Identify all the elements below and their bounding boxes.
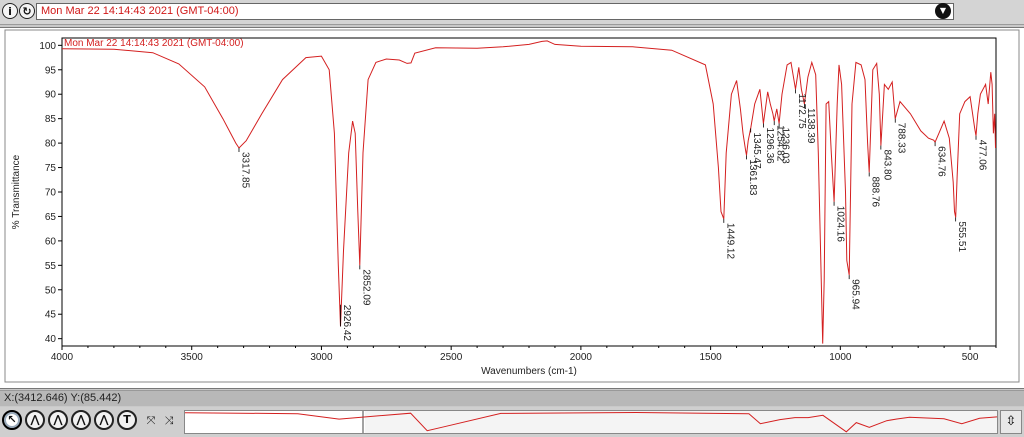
spectrum-header-bar: i ↻ Mon Mar 22 14:14:43 2021 (GMT-04:00)… (0, 0, 1024, 25)
fit-icon[interactable]: ⤨ (164, 414, 174, 427)
peak-label[interactable]: 1254.82 (775, 125, 786, 162)
peak-label[interactable]: 1172.75 (796, 93, 807, 129)
overview-trace (185, 411, 997, 433)
y-tick-label: 85 (45, 114, 57, 125)
y-tick-label: 40 (45, 334, 57, 345)
spectrum-select[interactable]: Mon Mar 22 14:14:43 2021 (GMT-04:00) (36, 3, 954, 20)
y-axis-label: % Transmittance (11, 154, 22, 229)
label-tool[interactable]: ⋀ (71, 410, 91, 430)
y-tick-label: 55 (45, 261, 57, 272)
peak-label[interactable]: 3317.85 (239, 152, 250, 189)
region-tool[interactable]: ⋀ (25, 410, 45, 430)
x-axis-label: Wavenumbers (cm-1) (481, 366, 577, 377)
peak-label[interactable]: 477.06 (977, 140, 988, 171)
info-icon[interactable]: i (2, 3, 18, 19)
x-tick-label: 2000 (570, 352, 593, 363)
peak-label[interactable]: 843.80 (881, 150, 892, 181)
y-tick-label: 60 (45, 236, 57, 247)
y-tick-label: 65 (45, 212, 57, 223)
pointer-tool[interactable]: ↖ (2, 410, 22, 430)
peak-label[interactable]: 634.76 (936, 146, 947, 177)
y-tick-label: 95 (45, 65, 57, 76)
x-tick-label: 2500 (440, 352, 463, 363)
x-tick-label: 3000 (310, 352, 333, 363)
peak-label[interactable]: 965.94 (850, 279, 861, 310)
x-tick-label: 1000 (829, 352, 852, 363)
overview-window[interactable] (185, 411, 365, 433)
legend-label: Mon Mar 22 14:14:43 2021 (GMT-04:00) (64, 38, 244, 49)
peak-label[interactable]: 1449.12 (724, 223, 735, 260)
peak-label[interactable]: 555.51 (956, 221, 967, 252)
peak-label[interactable]: 888.76 (870, 176, 881, 207)
spectrum-chart[interactable]: 4000 3500 3000 2500 2000 1500 1000 500 100 95 90 85… (0, 28, 1024, 388)
spectrum-select-value: Mon Mar 22 14:14:43 2021 (GMT-04:00) (41, 5, 239, 17)
y-tick-label: 75 (45, 163, 57, 174)
y-tick-label: 45 (45, 310, 57, 321)
chevron-down-icon[interactable]: ▼ (935, 3, 951, 19)
overview-scroll-icon[interactable]: ⇳ (1000, 410, 1022, 434)
peak-label[interactable]: 1361.83 (747, 159, 758, 196)
reload-icon[interactable]: ↻ (19, 3, 35, 19)
overview-chart (185, 411, 997, 433)
baseline-tool[interactable]: ⋀ (94, 410, 114, 430)
peak-label[interactable]: 1024.16 (835, 206, 846, 243)
peak-label[interactable]: 1236.03 (780, 128, 791, 165)
y-tick-label: 100 (39, 41, 56, 52)
spectrum-overview[interactable] (184, 410, 998, 434)
peak-label[interactable]: 1138.39 (805, 108, 816, 144)
peak-label[interactable]: 2926.42 (341, 305, 352, 342)
status-bar: X:(3412.646) Y:(85.442) (0, 390, 1024, 406)
peak-label[interactable]: 1296.36 (764, 128, 775, 165)
peak-label[interactable]: 1345.47 (751, 132, 762, 169)
x-tick-label: 500 (962, 352, 979, 363)
expand-icon[interactable]: ⤧ (146, 414, 156, 427)
y-tick-label: 50 (45, 285, 57, 296)
x-tick-label: 3500 (181, 352, 204, 363)
cursor-readout: X:(3412.646) Y:(85.442) (4, 392, 122, 404)
peak-label[interactable]: 2852.09 (360, 269, 371, 306)
spectrum-plot-area[interactable]: 4000 3500 3000 2500 2000 1500 1000 500 100 95 90 85… (0, 27, 1024, 389)
peak-tool[interactable]: ⋀ (48, 410, 68, 430)
y-tick-label: 80 (45, 139, 57, 150)
x-tick-label: 4000 (51, 352, 74, 363)
spectrum-trace-0[interactable] (62, 40, 996, 344)
chart-border (4, 29, 1020, 383)
x-tick-label: 1500 (699, 352, 722, 363)
text-tool[interactable]: T (117, 410, 137, 430)
y-tick-label: 90 (45, 90, 57, 101)
y-tick-label: 70 (45, 188, 57, 199)
peak-label[interactable]: 788.33 (896, 123, 907, 154)
